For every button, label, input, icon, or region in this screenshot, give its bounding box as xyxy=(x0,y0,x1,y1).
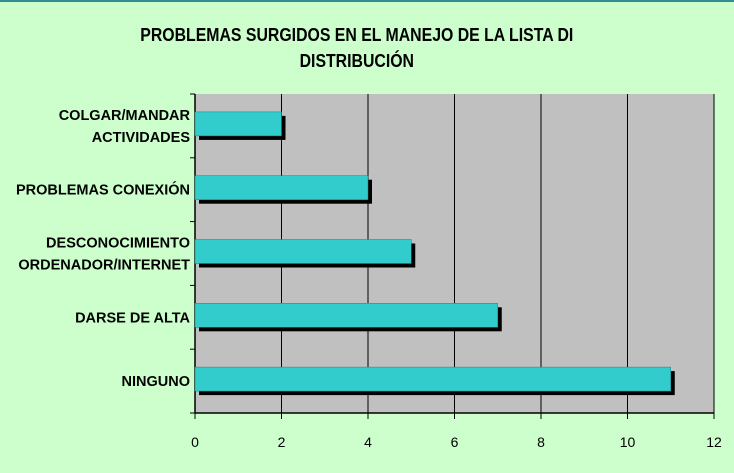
category-label: DARSE DE ALTA xyxy=(75,310,190,326)
category-label: ORDENADOR/INTERNET xyxy=(18,258,190,274)
category-label: DESCONOCIMIENTO xyxy=(46,236,190,252)
x-tick-label: 8 xyxy=(537,434,545,450)
category-label: COLGAR/MANDAR xyxy=(59,108,191,124)
bar xyxy=(194,366,671,392)
bar xyxy=(194,111,282,137)
x-tick-label: 0 xyxy=(191,434,199,450)
x-tick-label: 12 xyxy=(706,434,722,450)
category-label: NINGUNO xyxy=(122,374,190,390)
chart-title: PROBLEMAS SURGIDOS EN EL MANEJO DE LA LI… xyxy=(140,25,574,71)
x-tick-label: 4 xyxy=(364,434,372,450)
category-label: ACTIVIDADES xyxy=(92,130,191,146)
x-tick-label: 2 xyxy=(278,434,286,450)
bar xyxy=(194,303,498,328)
bar xyxy=(194,239,412,264)
category-label: PROBLEMAS CONEXIÓN xyxy=(16,181,190,199)
x-tick-label: 6 xyxy=(451,434,459,450)
bar xyxy=(194,175,369,200)
x-tick-label: 10 xyxy=(620,434,636,450)
